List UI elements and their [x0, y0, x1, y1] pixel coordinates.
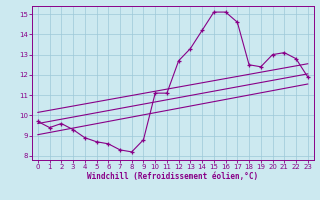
X-axis label: Windchill (Refroidissement éolien,°C): Windchill (Refroidissement éolien,°C) [87, 172, 258, 181]
